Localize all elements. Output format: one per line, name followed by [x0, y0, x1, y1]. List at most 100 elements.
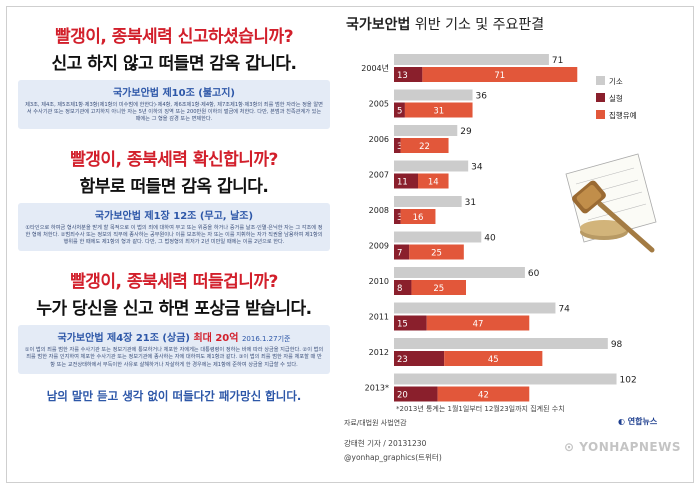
- prison-bar-6: [394, 280, 412, 295]
- yonhap-logo: ◐ 연합뉴스: [618, 417, 658, 426]
- indictment-label-9: 102: [620, 376, 637, 386]
- law-box-2: 국가보안법 제1장 12조 (무고, 날조) ①타인으로 하여금 형사처분을 받…: [18, 202, 330, 252]
- suspended-bar-2: [400, 138, 449, 153]
- chart-panel: 국가보안법 위반 기소 및 주요판결 2004년 71 13 71 2005 36 5 31 2…: [338, 14, 686, 476]
- legend-label-1: 실형: [609, 93, 623, 103]
- gavel-icon: [565, 153, 657, 253]
- suspended-label-7: 47: [473, 320, 484, 330]
- poster-panel: 빨갱이, 종북세력 신고하셨습니까? 신고 하지 않고 떠들면 감옥 갑니다. …: [14, 14, 334, 476]
- suspended-label-9: 42: [478, 391, 489, 401]
- indictment-label-6: 60: [528, 269, 540, 279]
- indictment-bar-6: [394, 267, 525, 278]
- indictment-label-0: 71: [552, 56, 563, 66]
- category-label-3: 2007: [369, 171, 389, 180]
- category-label-0: 2004년: [361, 63, 389, 73]
- chart-footnote: *2013년 통계는 1월1일부터 12월23일까지 집계된 수치: [396, 405, 565, 413]
- slogan: 남의 말만 듣고 생각 없이 떠들다간 패가망신 합니다.: [46, 388, 302, 403]
- suspended-bar-7: [426, 315, 530, 331]
- indictment-bar-8: [394, 338, 608, 349]
- suspended-label-1: 31: [433, 107, 444, 117]
- category-label-1: 2005: [369, 100, 389, 109]
- legend-swatch-1: [596, 93, 605, 102]
- legend-label-0: 기소: [609, 77, 623, 86]
- prison-label-1: 5: [397, 107, 402, 117]
- indictment-bar-1: [394, 89, 473, 101]
- suspended-label-8: 45: [488, 355, 499, 365]
- suspended-bar-4: [400, 209, 436, 224]
- law-title-3: 국가보안법 제4장 21조 (상금) 최대 20억 2016.1.27기준: [24, 329, 324, 344]
- suspended-bar-6: [411, 280, 466, 295]
- indictment-bar-2: [394, 125, 458, 136]
- question-1: 빨갱이, 종북세력 신고하셨습니까?: [54, 27, 294, 47]
- question-3: 빨갱이, 종북세력 떠들겁니까?: [70, 272, 278, 293]
- suspended-bar-3: [418, 173, 449, 189]
- prison-bar-9: [394, 386, 438, 402]
- indictment-label-3: 34: [471, 163, 483, 173]
- prison-bar-5: [394, 244, 410, 260]
- law-text-1: 제3조, 제4조, 제5조제1항·제3항(제1항의 미수범에 한한다)·제4항,…: [25, 102, 323, 123]
- prison-bar-2: [394, 138, 401, 153]
- law-title-3-date: 2016.1.27기준: [241, 335, 291, 344]
- yonhap-logo-text: 연합뉴스: [627, 417, 658, 426]
- prison-label-8: 23: [397, 355, 408, 365]
- indictment-bar-9: [394, 373, 617, 385]
- suspended-label-3: 14: [428, 178, 439, 188]
- suspended-bar-1: [404, 102, 473, 118]
- suspended-label-4: 16: [413, 213, 424, 223]
- law-box-3: 국가보안법 제4장 21조 (상금) 최대 20억 2016.1.27기준 ①이…: [18, 325, 330, 374]
- chart-source: 자료/대법원 사법연감: [344, 419, 407, 427]
- legend-swatch-0: [596, 76, 605, 85]
- suspended-bar-9: [437, 386, 530, 402]
- suspended-bar-8: [444, 351, 543, 366]
- indictment-label-1: 36: [476, 92, 488, 102]
- category-label-9: 2013*: [365, 384, 389, 393]
- statement-3: 누가 당신을 신고 하면 포상금 받습니다.: [36, 299, 312, 320]
- indictment-bar-5: [394, 231, 482, 243]
- suspended-label-2: 22: [419, 142, 430, 152]
- prison-bar-4: [394, 209, 401, 224]
- poster-section-1: 빨갱이, 종북세력 신고하셨습니까? 신고 하지 않고 떠들면 감옥 갑니다. …: [14, 22, 334, 129]
- prison-bar-0: [394, 67, 423, 82]
- prison-label-2: 3: [397, 142, 402, 152]
- prison-label-9: 20: [397, 391, 408, 401]
- category-label-5: 2009: [369, 242, 389, 251]
- chart-bars: 2004년 71 13 71 2005 36 5 31 2006 29 3 22 2007 34 11 14 2…: [361, 54, 637, 402]
- bar-chart: 2004년 71 13 71 2005 36 5 31 2006 29 3 22 2007 34 11 14 2…: [361, 54, 657, 402]
- indictment-label-2: 29: [460, 127, 472, 137]
- prison-label-0: 13: [397, 71, 408, 81]
- chart-title: 국가보안법 위반 기소 및 주요판결: [346, 14, 544, 34]
- category-label-6: 2010: [369, 277, 389, 286]
- category-label-8: 2012: [369, 348, 389, 357]
- law-text-3: ①이 법의 죄를 범한 자를 수사기관 또는 정보기관에 통보하거나 체포한 자…: [24, 347, 324, 368]
- prison-bar-3: [394, 173, 418, 189]
- prison-label-7: 15: [397, 320, 408, 330]
- poster-section-3: 빨갱이, 종북세력 떠들겁니까? 누가 당신을 신고 하면 포상금 받습니다. …: [14, 267, 334, 374]
- law-title-1: 국가보안법 제10조 (불고지): [24, 84, 324, 99]
- law-box-1: 국가보안법 제10조 (불고지) 제3조, 제4조, 제5조제1항·제3항(제1…: [18, 80, 330, 129]
- indictment-label-8: 98: [611, 340, 623, 350]
- chart-title-rest: 위반 기소 및 주요판결: [410, 17, 545, 33]
- prison-label-5: 7: [397, 249, 402, 259]
- legend-swatch-2: [596, 110, 605, 119]
- prison-bar-7: [394, 315, 427, 331]
- statement-1: 신고 하지 않고 떠들면 감옥 갑니다.: [51, 54, 297, 74]
- indictment-label-4: 31: [465, 198, 476, 208]
- indictment-bar-7: [394, 302, 556, 314]
- law-title-3-text: 국가보안법 제4장 21조 (상금): [57, 333, 190, 345]
- prison-label-6: 8: [397, 284, 402, 294]
- question-2: 빨갱이, 종북세력 확신합니까?: [70, 149, 278, 170]
- legend-label-2: 집행유예: [609, 110, 637, 120]
- watermark-text: YONHAPNEWS: [579, 440, 681, 454]
- category-label-2: 2006: [369, 135, 389, 144]
- prison-label-3: 11: [397, 178, 408, 188]
- prison-bar-1: [394, 102, 405, 118]
- suspended-label-5: 25: [431, 249, 442, 259]
- watermark: ⊙ YONHAPNEWS: [564, 440, 681, 454]
- chart-credit-handle: @yonhap_graphics(트위터): [344, 453, 442, 462]
- suspended-bar-5: [409, 244, 464, 260]
- law-title-2: 국가보안법 제1장 12조 (무고, 날조): [24, 207, 324, 222]
- indictment-label-7: 74: [558, 305, 570, 315]
- suspended-label-0: 71: [494, 71, 505, 81]
- category-label-7: 2011: [369, 313, 389, 322]
